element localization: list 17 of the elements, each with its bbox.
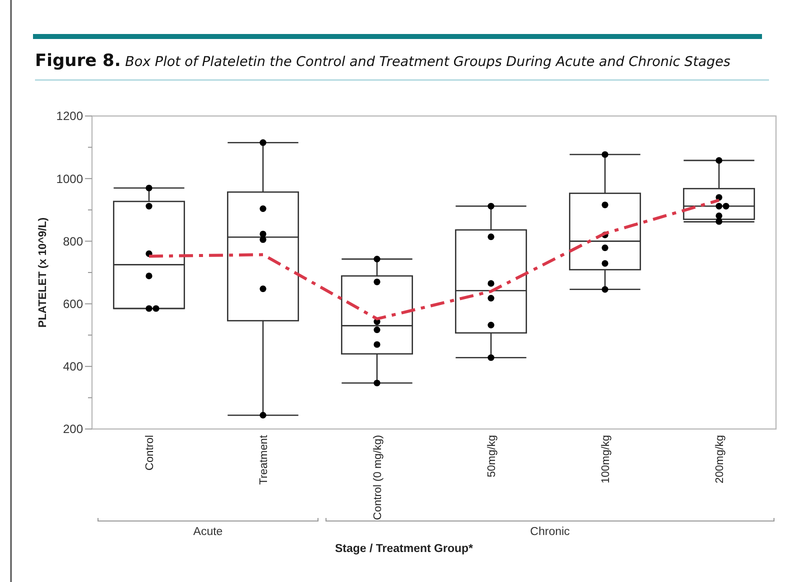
text: Acute bbox=[193, 526, 223, 538]
y-tick-label: 1200 bbox=[56, 109, 84, 124]
y-tick-label: 800 bbox=[62, 234, 84, 248]
y-tick-label: 200 bbox=[62, 422, 84, 436]
x-tick-label: Control bbox=[144, 435, 156, 470]
y-tick-label: 400 bbox=[62, 360, 84, 374]
y-axis-title: PLATELET (x 10^9/L) bbox=[37, 217, 49, 328]
chart-title: Figure 8. Box Plot of Plateletin the Control and Treatment Groups During Acute and Chronic Stages bbox=[35, 51, 730, 71]
x-axis-title: Stage / Treatment Group* bbox=[334, 543, 474, 555]
x-tick-label: Control (0 mg/kg) bbox=[372, 435, 384, 520]
x-tick-label: 100mg/kg bbox=[600, 435, 612, 484]
x-tick-label: 200mg/kg bbox=[714, 435, 726, 484]
text: Chronic bbox=[530, 526, 570, 538]
x-tick-label: Treatment bbox=[258, 435, 270, 485]
y-tick-label: 600 bbox=[62, 297, 84, 311]
x-tick-label: 50mg/kg bbox=[486, 435, 498, 478]
y-tick-label: 1000 bbox=[56, 172, 84, 186]
